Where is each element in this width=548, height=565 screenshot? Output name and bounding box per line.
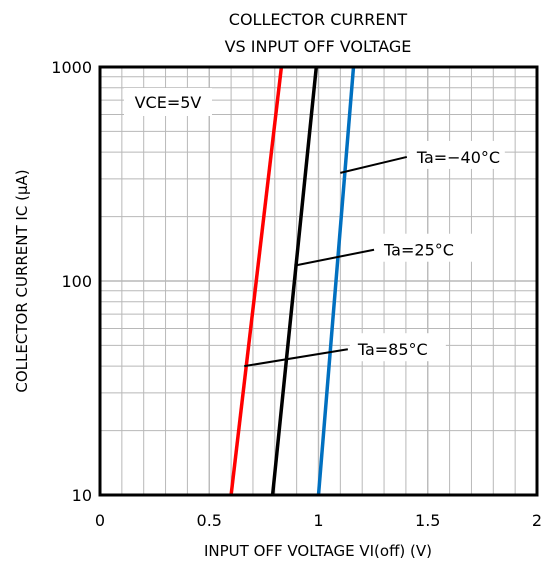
x-axis-label: INPUT OFF VOLTAGE VI(off) (V) (204, 542, 432, 560)
chart-title-line-1: COLLECTOR CURRENT (229, 10, 408, 29)
y-tick-label: 1000 (51, 58, 92, 77)
annotations: VCE=5V Ta=−40°C Ta=25°C Ta=85°C (124, 88, 505, 368)
x-tick-label: 1.5 (415, 511, 440, 530)
x-tick-label: 0.5 (197, 511, 222, 530)
series-lines (229, 66, 356, 496)
annotation-label-1: Ta=25°C (383, 241, 454, 260)
plot-frame (98, 65, 539, 497)
annotation-leader-1 (294, 248, 375, 267)
annotation-label-0: Ta=−40°C (416, 148, 500, 167)
series-line-2 (316, 66, 356, 496)
annotation-label-background-0 (408, 140, 505, 169)
x-tick-label: 1 (313, 511, 323, 530)
annotation-leader-2 (244, 348, 348, 368)
condition-label-background (124, 88, 212, 116)
x-tick-label: 2 (532, 511, 542, 530)
annotation-label-background-1 (376, 233, 473, 262)
annotation-label-2: Ta=85°C (357, 340, 428, 359)
tick-labels: 0 0.5 1 1.5 2 10 100 1000 (51, 58, 542, 530)
y-tick-label: 100 (61, 272, 92, 291)
annotation-leader-0 (340, 155, 408, 174)
condition-label: VCE=5V (135, 93, 202, 112)
y-tick-label: 10 (72, 486, 92, 505)
annotation-label-background-2 (349, 333, 446, 362)
series-line-0 (229, 66, 284, 496)
y-axis-label: COLLECTOR CURRENT IC (μA) (13, 169, 31, 392)
chart-title-line-2: VS INPUT OFF VOLTAGE (225, 37, 412, 56)
grid (100, 67, 537, 495)
series-line-1 (270, 66, 319, 496)
x-tick-label: 0 (95, 511, 105, 530)
